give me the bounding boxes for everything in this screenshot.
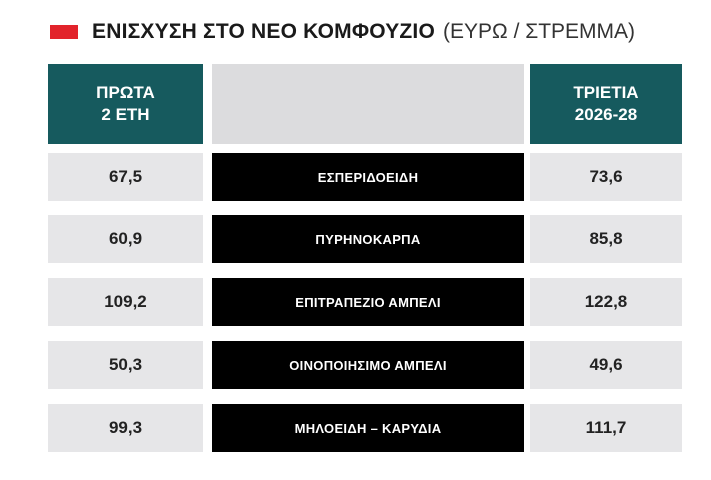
crop-label: ΟΙΝΟΠΟΙΗΣΙΜΟ ΑΜΠΕΛΙ bbox=[212, 341, 524, 389]
header-triennium: ΤΡΙΕΤΙΑ 2026-28 bbox=[530, 64, 682, 144]
header-crop-blank bbox=[212, 64, 524, 144]
value-first-two-years: 67,5 bbox=[48, 153, 203, 201]
table-row: 50,3 ΟΙΝΟΠΟΙΗΣΙΜΟ ΑΜΠΕΛΙ 49,6 bbox=[0, 341, 711, 389]
table-row: 60,9 ΠΥΡΗΝΟΚΑΡΠΑ 85,8 bbox=[0, 215, 711, 263]
title-main: ΕΝΙΣΧΥΣΗ ΣΤΟ ΝΕΟ ΚΟΜΦΟΥΖΙΟ bbox=[92, 20, 436, 43]
chart-title: ΕΝΙΣΧΥΣΗ ΣΤΟ ΝΕΟ ΚΟΜΦΟΥΖΙΟ (ΕΥΡΩ / ΣΤΡΕΜ… bbox=[50, 20, 635, 44]
value-first-two-years: 109,2 bbox=[48, 278, 203, 326]
red-square-icon bbox=[50, 25, 78, 39]
value-triennium: 49,6 bbox=[530, 341, 682, 389]
crop-label: ΠΥΡΗΝΟΚΑΡΠΑ bbox=[212, 215, 524, 263]
header-triennium-line2: 2026-28 bbox=[574, 105, 638, 124]
value-first-two-years: 60,9 bbox=[48, 215, 203, 263]
table-row: 109,2 ΕΠΙΤΡΑΠΕΖΙΟ ΑΜΠΕΛΙ 122,8 bbox=[0, 278, 711, 326]
crop-label: ΕΠΙΤΡΑΠΕΖΙΟ ΑΜΠΕΛΙ bbox=[212, 278, 524, 326]
table-row: 99,3 ΜΗΛΟΕΙΔΗ – ΚΑΡΥΔΙΑ 111,7 bbox=[0, 404, 711, 452]
header-triennium-line1: ΤΡΙΕΤΙΑ bbox=[573, 83, 639, 102]
crop-label: ΕΣΠΕΡΙΔΟΕΙΔΗ bbox=[212, 153, 524, 201]
table-row: 67,5 ΕΣΠΕΡΙΔΟΕΙΔΗ 73,6 bbox=[0, 153, 711, 201]
header-first-two-years: ΠΡΩΤΑ 2 ΕΤΗ bbox=[48, 64, 203, 144]
value-triennium: 111,7 bbox=[530, 404, 682, 452]
value-triennium: 122,8 bbox=[530, 278, 682, 326]
header-first-two-years-line1: ΠΡΩΤΑ bbox=[96, 83, 155, 102]
value-first-two-years: 99,3 bbox=[48, 404, 203, 452]
header-first-two-years-line2: 2 ΕΤΗ bbox=[101, 105, 150, 124]
title-unit: (ΕΥΡΩ / ΣΤΡΕΜΜΑ) bbox=[443, 20, 636, 43]
value-triennium: 73,6 bbox=[530, 153, 682, 201]
value-first-two-years: 50,3 bbox=[48, 341, 203, 389]
crop-label: ΜΗΛΟΕΙΔΗ – ΚΑΡΥΔΙΑ bbox=[212, 404, 524, 452]
value-triennium: 85,8 bbox=[530, 215, 682, 263]
